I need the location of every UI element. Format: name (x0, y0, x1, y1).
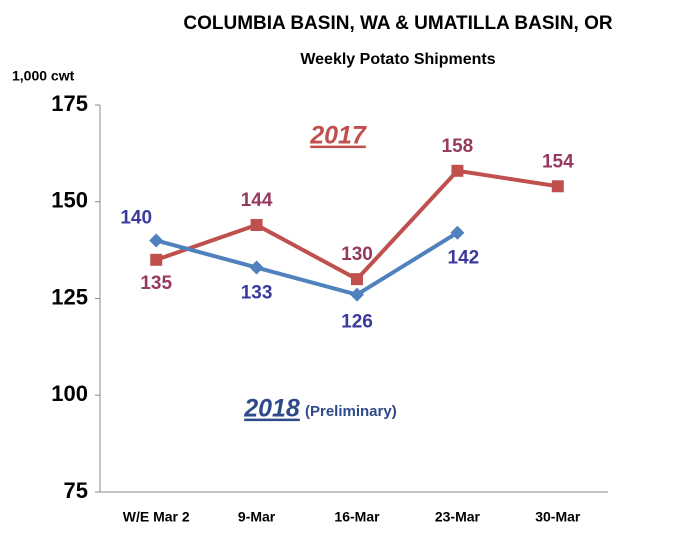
marker (551, 180, 564, 193)
x-tick-label: W/E Mar 2 (123, 509, 190, 525)
marker (150, 253, 163, 266)
data-label: 130 (341, 244, 373, 265)
chart-title: COLUMBIA BASIN, WA & UMATILLA BASIN, OR (183, 13, 613, 34)
y-tick-label: 75 (64, 478, 88, 503)
x-tick-label: 16-Mar (334, 509, 380, 525)
y-tick-label: 125 (51, 284, 88, 309)
x-tick-label: 30-Mar (535, 509, 581, 525)
chart-subtitle: Weekly Potato Shipments (300, 51, 495, 68)
marker (450, 225, 465, 240)
series-label: 2017 (309, 122, 367, 150)
series-line (155, 231, 459, 297)
y-tick-label: 150 (51, 188, 88, 213)
annotation: (Preliminary) (305, 403, 397, 420)
y-tick-label: 175 (51, 91, 88, 116)
data-label: 133 (241, 283, 273, 304)
marker (249, 260, 264, 275)
y-tick-label: 100 (51, 381, 88, 406)
data-label: 135 (140, 273, 172, 294)
data-label: 144 (241, 190, 273, 211)
data-label: 142 (448, 248, 480, 269)
y-axis-label: 1,000 cwt (12, 68, 75, 84)
data-label: 140 (120, 207, 152, 228)
marker (149, 233, 164, 248)
marker (250, 218, 263, 231)
marker (451, 164, 464, 177)
data-label: 158 (442, 136, 474, 157)
marker (350, 287, 364, 302)
series-label: 2018 (243, 395, 300, 423)
data-label: 126 (341, 312, 373, 333)
marker (351, 273, 363, 286)
x-tick-label: 23-Mar (435, 509, 481, 525)
data-label: 154 (542, 151, 574, 172)
x-tick-label: 9-Mar (238, 509, 276, 525)
